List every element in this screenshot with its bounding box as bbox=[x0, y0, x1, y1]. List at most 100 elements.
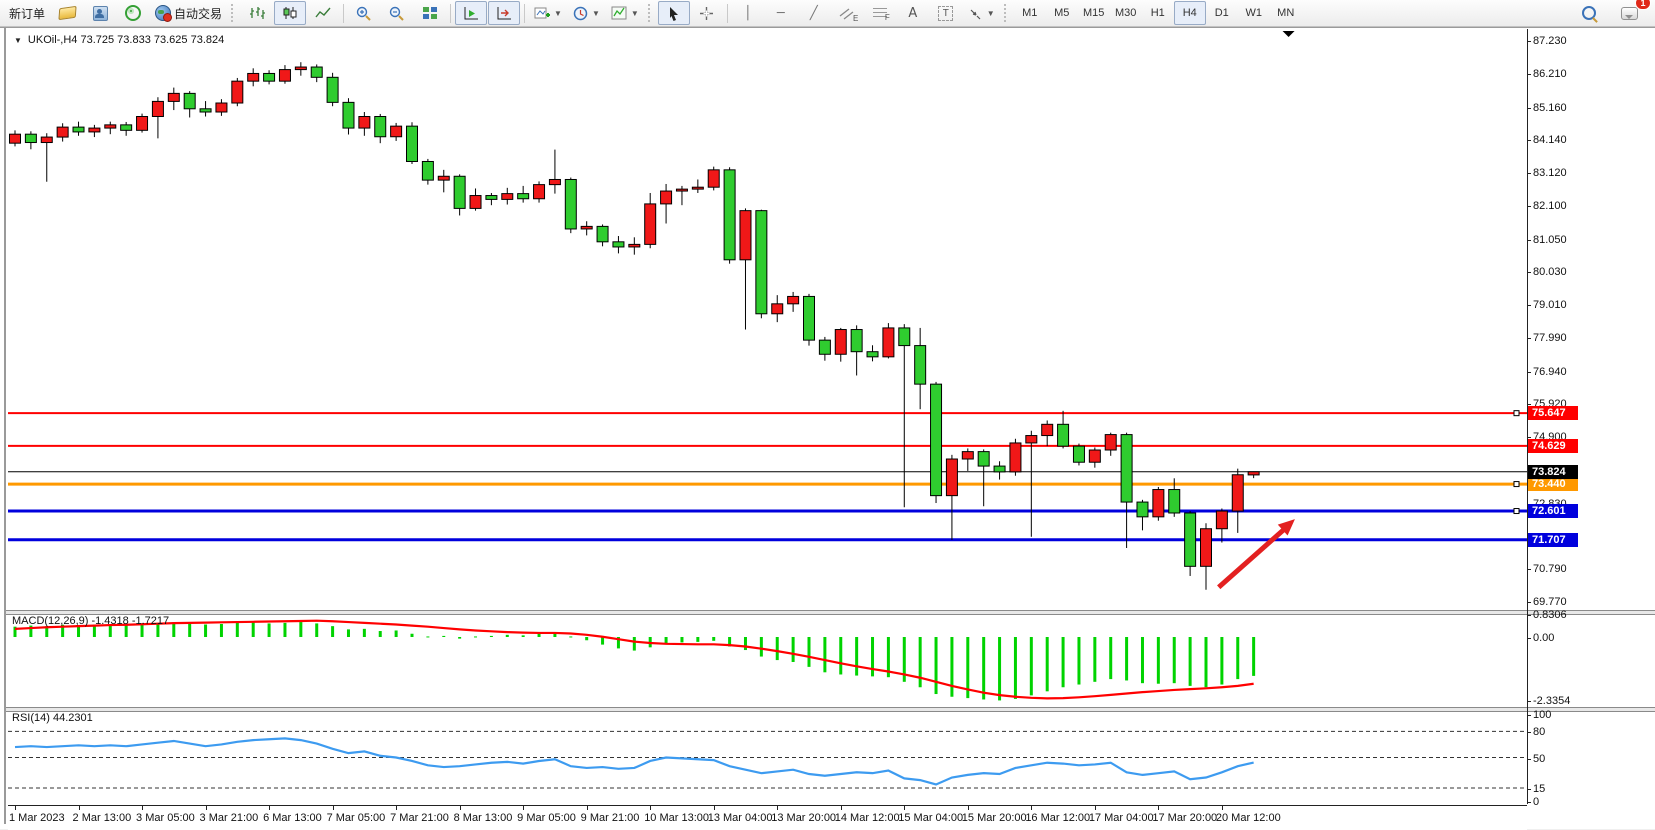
channel-tool-button[interactable] bbox=[831, 1, 863, 25]
time-tick bbox=[967, 806, 969, 810]
new-order-button[interactable]: 新订单 bbox=[9, 6, 46, 21]
time-tick bbox=[205, 806, 207, 810]
cursor-icon bbox=[669, 6, 678, 21]
time-axis-label: 17 Mar 04:00 bbox=[1088, 812, 1154, 824]
pane-splitter[interactable] bbox=[6, 610, 1655, 615]
timeframe-button-w1[interactable]: W1 bbox=[1245, 7, 1262, 19]
trendline-tool-button[interactable]: ╱ bbox=[798, 1, 830, 25]
horizontal-line-tool-button[interactable]: ─ bbox=[765, 1, 797, 25]
rsi-tick bbox=[1527, 788, 1531, 790]
macd-axis-label: 0.8306 bbox=[1533, 609, 1567, 622]
rsi-pane[interactable] bbox=[8, 710, 1527, 805]
trade-ticket-button[interactable] bbox=[51, 1, 83, 25]
price-line-badge: 72.601 bbox=[1528, 504, 1578, 519]
price-line-badge: 74.629 bbox=[1528, 438, 1578, 453]
tile-windows-icon bbox=[423, 7, 438, 19]
time-axis-label: 16 Mar 12:00 bbox=[1025, 812, 1091, 824]
globe-icon bbox=[155, 5, 173, 22]
timeframe-button-mn[interactable]: MN bbox=[1277, 7, 1295, 19]
price-tick bbox=[1527, 107, 1531, 109]
rsi-axis-label: 0 bbox=[1533, 796, 1540, 808]
toolbar-separator bbox=[726, 3, 728, 23]
rsi-label: RSI(14) 44.2301 bbox=[12, 712, 93, 724]
time-axis-label: 10 Mar 13:00 bbox=[644, 812, 710, 824]
time-axis[interactable]: 1 Mar 2023 2 Mar 13:00 3 Mar 05:00 3 Mar 21… bbox=[8, 805, 1527, 830]
main-chart-pane[interactable] bbox=[8, 29, 1527, 610]
toolbar-separator bbox=[450, 3, 452, 23]
candlestick-canvas[interactable] bbox=[8, 29, 1527, 610]
signals-button[interactable] bbox=[117, 1, 149, 25]
price-tick bbox=[1527, 41, 1531, 42]
macd-canvas[interactable] bbox=[8, 613, 1527, 707]
zoom-out-button[interactable] bbox=[381, 1, 413, 25]
crosshair-tool-button[interactable] bbox=[691, 1, 723, 25]
time-tick bbox=[332, 806, 334, 810]
auto-scroll-icon bbox=[464, 7, 479, 20]
price-axis-line bbox=[1527, 29, 1528, 804]
market-watch-button[interactable] bbox=[84, 1, 116, 25]
price-tick bbox=[1527, 337, 1531, 339]
periods-button[interactable]: ▼ bbox=[568, 1, 605, 25]
text-label-tool-button[interactable]: T bbox=[930, 1, 962, 25]
search-button[interactable] bbox=[1573, 1, 1605, 25]
vertical-line-tool-button[interactable]: │ bbox=[732, 1, 764, 25]
line-chart-button[interactable] bbox=[307, 1, 339, 25]
rsi-canvas[interactable] bbox=[8, 710, 1527, 805]
timeframe-button-m15[interactable]: M15 bbox=[1083, 7, 1105, 19]
templates-button[interactable]: ▼ bbox=[606, 1, 644, 25]
arrows-icon bbox=[970, 9, 981, 19]
price-axis-label: 84.140 bbox=[1533, 134, 1567, 147]
price-axis-label: 83.120 bbox=[1533, 167, 1567, 180]
price-tick bbox=[1527, 73, 1531, 75]
price-axis-label: 77.990 bbox=[1533, 331, 1567, 344]
auto-trading-button[interactable]: 自动交易 bbox=[150, 1, 227, 25]
bar-chart-button[interactable] bbox=[241, 1, 273, 25]
chart-shift-button[interactable] bbox=[488, 1, 521, 25]
price-axis-label: 87.230 bbox=[1533, 35, 1567, 47]
zoom-in-button[interactable] bbox=[348, 1, 380, 25]
time-tick bbox=[777, 806, 779, 810]
candlestick-chart-button[interactable] bbox=[274, 1, 307, 25]
time-tick bbox=[586, 806, 588, 810]
timeframe-button-h1[interactable]: H1 bbox=[1150, 7, 1165, 19]
timeframe-button-h4[interactable]: H4 bbox=[1173, 1, 1206, 25]
time-tick bbox=[1031, 806, 1033, 810]
auto-scroll-button[interactable] bbox=[455, 1, 488, 25]
notifications-button[interactable]: 1 bbox=[1613, 0, 1651, 25]
price-line-badge: 71.707 bbox=[1528, 532, 1578, 547]
macd-tick bbox=[1527, 615, 1531, 617]
time-tick bbox=[459, 806, 461, 810]
window-left-border bbox=[4, 28, 6, 824]
timeframe-button-m1[interactable]: M1 bbox=[1022, 7, 1038, 19]
chart-window-title: ▼ UKOil-,H4 73.725 73.833 73.625 73.824 bbox=[14, 34, 224, 46]
dropdown-arrow-icon: ▼ bbox=[591, 8, 600, 18]
text-tool-button[interactable]: A bbox=[897, 1, 929, 25]
time-tick bbox=[142, 806, 144, 810]
time-axis-label: 15 Mar 04:00 bbox=[898, 812, 964, 824]
timeframe-button-d1[interactable]: D1 bbox=[1214, 7, 1229, 19]
toolbar-grip bbox=[231, 4, 237, 22]
pane-splitter[interactable] bbox=[6, 707, 1655, 712]
chart-dropdown-icon[interactable]: ▼ bbox=[14, 35, 22, 45]
horizontal-line-icon: ─ bbox=[776, 5, 785, 21]
symbol-ohlc-title: UKOil-,H4 73.725 73.833 73.625 73.824 bbox=[27, 34, 225, 46]
vertical-line-icon: │ bbox=[743, 5, 752, 21]
tile-windows-button[interactable] bbox=[414, 1, 446, 25]
fibonacci-tool-button[interactable] bbox=[864, 1, 896, 25]
timeframe-button-m5[interactable]: M5 bbox=[1054, 7, 1070, 19]
zoom-out-icon bbox=[389, 6, 404, 21]
template-icon bbox=[611, 6, 627, 20]
chart-shift-icon bbox=[497, 7, 512, 20]
indicators-button[interactable]: ▼ bbox=[529, 1, 567, 25]
timeframe-button-m30[interactable]: M30 bbox=[1115, 7, 1137, 19]
time-axis-label: 3 Mar 21:00 bbox=[199, 812, 259, 824]
arrows-tool-button[interactable]: ▼ bbox=[963, 1, 1000, 25]
price-tick bbox=[1527, 305, 1531, 307]
cursor-tool-button[interactable] bbox=[657, 1, 690, 25]
time-tick bbox=[713, 806, 715, 810]
time-tick bbox=[840, 806, 842, 810]
time-tick bbox=[15, 806, 16, 810]
rsi-tick bbox=[1527, 802, 1531, 803]
macd-pane[interactable] bbox=[8, 613, 1527, 707]
indicators-icon bbox=[534, 7, 551, 19]
